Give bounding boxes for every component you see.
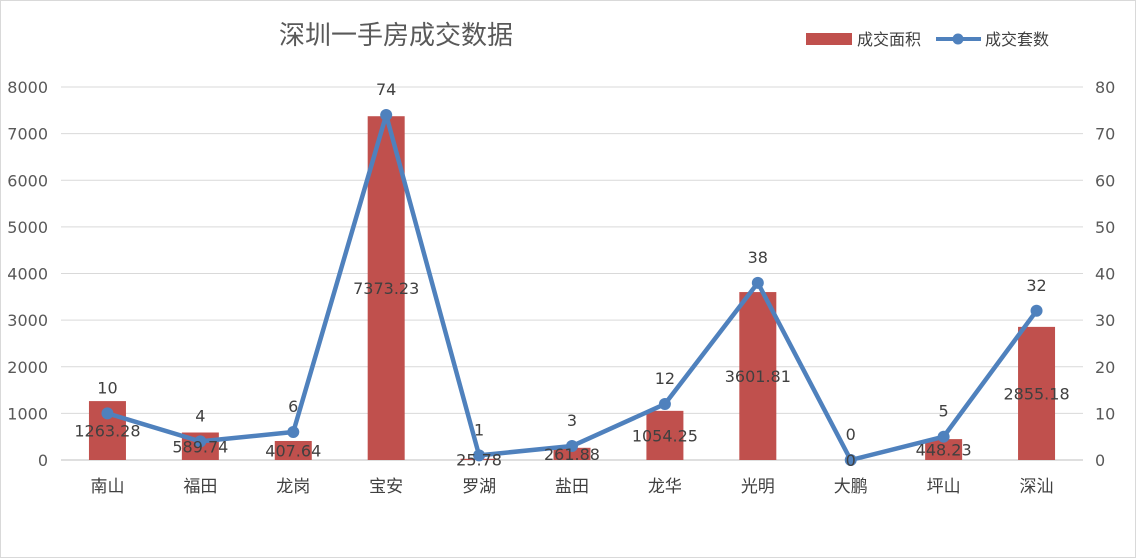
area-bar — [553, 447, 591, 460]
count-data-label: 3 — [567, 411, 577, 430]
area-bars — [88, 116, 1056, 461]
count-marker — [473, 449, 486, 462]
count-data-label: 74 — [376, 80, 396, 99]
count-data-label: 32 — [1026, 276, 1046, 295]
area-data-label: 261.88 — [544, 445, 600, 464]
area-bar — [925, 439, 963, 460]
right-tick-label: 20 — [1095, 358, 1115, 377]
count-data-label: 0 — [846, 425, 856, 444]
right-tick-label: 70 — [1095, 125, 1115, 144]
legend-label-count: 成交套数 — [985, 30, 1049, 49]
area-data-label: 448.23 — [916, 441, 972, 460]
count-data-label: 6 — [288, 397, 298, 416]
count-marker — [1030, 304, 1043, 317]
right-tick-label: 60 — [1095, 171, 1115, 190]
count-marker — [844, 454, 857, 466]
count-marker — [937, 430, 950, 443]
area-data-label: 1263.28 — [74, 422, 140, 441]
area-bar — [739, 292, 777, 460]
count-marker — [658, 398, 671, 411]
legend: 成交面积 成交套数 — [806, 30, 1049, 49]
area-data-label: 1054.25 — [632, 426, 698, 445]
category-label: 盐田 — [555, 477, 589, 497]
category-label: 龙华 — [648, 477, 682, 497]
legend-marker-count — [952, 33, 964, 45]
count-marker — [101, 407, 114, 420]
count-data-label: 12 — [655, 369, 675, 388]
area-bar — [367, 116, 405, 461]
count-marker — [751, 276, 764, 289]
category-label: 光明 — [741, 477, 775, 497]
count-marker — [566, 440, 578, 453]
category-label: 龙岗 — [276, 477, 310, 497]
area-data-label: 589.74 — [172, 437, 228, 456]
count-data-labels: 10 4 6 74 1 3 12 38 0 5 32 — [97, 80, 1046, 444]
area-bar — [274, 440, 312, 460]
area-bar — [646, 410, 684, 460]
count-data-label: 4 — [195, 406, 205, 425]
category-label: 大鹏 — [834, 477, 868, 497]
area-data-label: 0 — [846, 451, 856, 470]
category-label: 罗湖 — [462, 477, 496, 497]
left-tick-label: 0 — [38, 451, 48, 470]
left-tick-label: 6000 — [7, 171, 48, 190]
right-tick-label: 10 — [1095, 404, 1115, 423]
area-data-label: 407.64 — [265, 441, 321, 460]
right-tick-label: 30 — [1095, 311, 1115, 330]
count-data-label: 38 — [748, 248, 768, 267]
count-line — [101, 108, 1043, 466]
count-polyline — [106, 112, 1039, 463]
category-label: 深汕 — [1020, 477, 1054, 497]
count-data-label: 1 — [474, 420, 484, 439]
category-label: 南山 — [90, 477, 124, 497]
left-tick-label: 8000 — [7, 78, 48, 97]
category-label: 宝安 — [369, 477, 403, 497]
count-data-label: 10 — [97, 378, 117, 397]
left-tick-label: 1000 — [7, 404, 48, 423]
right-tick-label: 50 — [1095, 218, 1115, 237]
left-tick-label: 5000 — [7, 218, 48, 237]
right-tick-label: 80 — [1095, 78, 1115, 97]
area-data-label: 7373.23 — [353, 279, 419, 298]
area-data-label: 2855.18 — [1003, 384, 1069, 403]
count-marker — [380, 108, 393, 121]
area-data-label: 3601.81 — [725, 367, 791, 386]
count-data-label: 5 — [939, 402, 949, 421]
right-tick-label: 0 — [1095, 451, 1105, 470]
left-tick-label: 2000 — [7, 358, 48, 377]
legend-swatch-area — [806, 33, 852, 45]
left-axis-ticks: 0 1000 2000 3000 4000 5000 6000 7000 8000 — [7, 78, 48, 470]
category-labels: 南山 福田 龙岗 宝安 罗湖 盐田 龙华 光明 大鹏 坪山 深汕 — [90, 477, 1053, 497]
category-label: 坪山 — [927, 477, 961, 497]
count-marker — [287, 426, 300, 439]
gridlines — [61, 86, 1083, 461]
right-tick-label: 40 — [1095, 265, 1115, 284]
left-tick-label: 4000 — [7, 265, 48, 284]
category-label: 福田 — [183, 477, 217, 497]
legend-label-area: 成交面积 — [857, 30, 921, 49]
chart-title: 深圳一手房成交数据 — [279, 21, 513, 51]
left-tick-label: 3000 — [7, 311, 48, 330]
left-tick-label: 7000 — [7, 125, 48, 144]
count-marker — [194, 435, 207, 448]
area-data-label: 25.78 — [456, 450, 502, 469]
right-axis-ticks: 0 10 20 30 40 50 60 70 80 — [1095, 78, 1115, 470]
area-bar — [1018, 326, 1056, 460]
